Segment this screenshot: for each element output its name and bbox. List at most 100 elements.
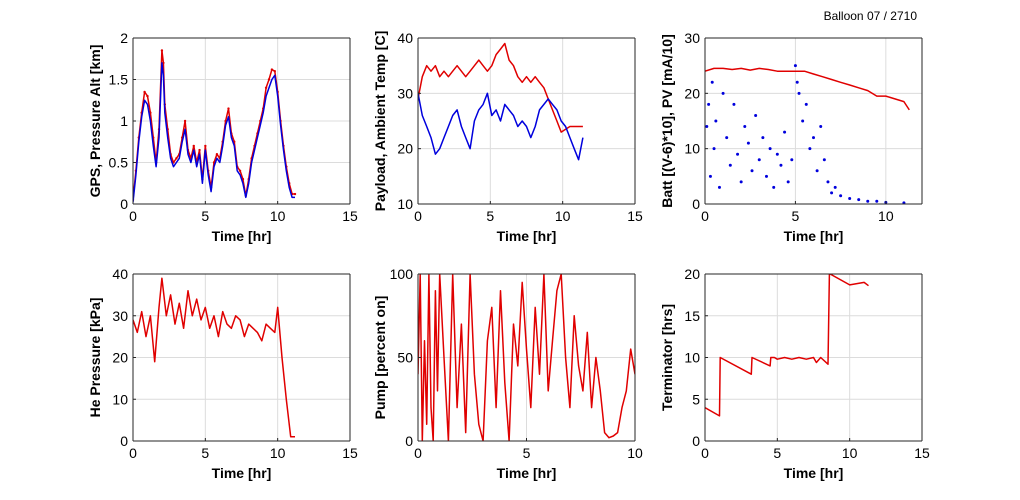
x-tick-label: 0	[701, 208, 709, 224]
y-tick-label: 1.5	[109, 72, 129, 88]
y-axis-label: Pump [percent on]	[372, 296, 388, 420]
y-tick-label: 10	[684, 350, 700, 366]
x-tick-label: 5	[792, 208, 800, 224]
x-tick-label: 15	[342, 208, 358, 224]
data-point	[264, 86, 268, 90]
data-point	[793, 64, 797, 68]
y-tick-label: 20	[112, 350, 128, 366]
y-tick-label: 15	[684, 308, 700, 324]
x-tick-label: 15	[914, 445, 930, 461]
x-axis-label: Time [hr]	[212, 228, 272, 244]
data-point	[786, 180, 790, 184]
y-axis-label: He Pressure [kPa]	[87, 298, 103, 418]
data-point	[712, 147, 716, 151]
x-tick-label: 5	[201, 208, 209, 224]
x-tick-label: 10	[878, 208, 894, 224]
y-tick-label: 40	[112, 266, 128, 282]
data-point	[761, 136, 765, 140]
y-tick-label: 10	[397, 196, 413, 212]
data-point	[764, 174, 768, 178]
data-point	[795, 80, 799, 84]
data-point	[797, 91, 801, 95]
y-tick-label: 20	[684, 85, 700, 101]
data-point	[812, 136, 815, 140]
data-point	[204, 144, 207, 148]
y-tick-label: 0	[692, 433, 700, 449]
data-point	[757, 158, 761, 162]
series-line-1	[133, 277, 295, 438]
data-layer	[418, 42, 584, 161]
y-tick-label: 30	[684, 30, 700, 46]
data-point	[790, 158, 794, 162]
data-point	[270, 68, 274, 71]
data-point	[875, 199, 879, 203]
chart-panel-3: 0 5 10 0 10 20 30 Time [hr] Batt [(V-6)*10], PV …	[659, 30, 923, 244]
y-tick-label: 20	[684, 266, 700, 282]
data-point	[857, 198, 861, 202]
data-point	[775, 152, 779, 156]
data-point	[162, 61, 165, 65]
x-axis-label: Time [hr]	[784, 228, 844, 244]
chart-panel-6: 0 5 10 15 0 5 10 15 20 Time [hr] Terminator [hrs]	[659, 266, 930, 481]
data-point	[732, 102, 736, 106]
data-point	[739, 180, 743, 184]
data-point	[721, 91, 725, 95]
x-tick-label: 10	[270, 208, 286, 224]
data-point	[705, 125, 709, 129]
data-point	[819, 125, 823, 129]
series-line-1	[705, 67, 910, 111]
data-point	[848, 196, 852, 200]
x-tick-label: 0	[701, 445, 709, 461]
plot-area	[418, 38, 635, 204]
data-point	[808, 147, 812, 151]
x-axis-label: Time [hr]	[784, 465, 844, 481]
data-point	[902, 201, 906, 204]
data-point	[717, 185, 721, 189]
x-axis-label: Time [hr]	[497, 228, 557, 244]
y-tick-label: 0.5	[109, 155, 129, 171]
x-axis-label: Time [hr]	[497, 465, 557, 481]
data-point	[804, 102, 808, 106]
x-tick-label: 10	[842, 445, 858, 461]
data-point	[710, 80, 714, 84]
y-axis-label: Batt [(V-6)*10], PV [mA/10]	[659, 34, 675, 207]
x-tick-label: 10	[270, 445, 286, 461]
data-point	[175, 157, 178, 160]
y-tick-label: 40	[397, 30, 413, 46]
data-point	[779, 163, 783, 167]
data-point	[198, 148, 201, 152]
data-point	[750, 169, 754, 173]
y-tick-label: 1	[120, 113, 128, 129]
data-point	[267, 78, 271, 81]
data-layer	[133, 277, 295, 438]
series-line-2	[418, 92, 584, 161]
data-layer	[418, 274, 635, 441]
y-tick-label: 0	[405, 433, 413, 449]
y-tick-label: 0	[120, 196, 128, 212]
data-point	[146, 94, 149, 98]
data-point	[238, 169, 242, 172]
x-tick-label: 0	[129, 208, 137, 224]
series-line-1	[418, 42, 583, 133]
data-point	[830, 191, 834, 195]
data-point	[746, 141, 750, 145]
y-axis-label: Terminator [hrs]	[659, 304, 675, 411]
y-tick-label: 2	[120, 30, 128, 46]
data-layer	[705, 64, 910, 204]
data-point	[754, 113, 758, 117]
y-tick-label: 10	[112, 391, 128, 407]
data-point	[866, 199, 870, 203]
data-point	[833, 185, 837, 189]
data-point	[714, 119, 718, 123]
data-point	[707, 102, 711, 106]
data-point	[826, 180, 830, 184]
data-point	[215, 153, 219, 156]
data-point	[183, 119, 187, 123]
data-point	[768, 147, 772, 151]
data-point	[743, 125, 747, 129]
chart-panel-4: 0 5 10 15 0 10 20 30 40 Time [hr] He Pressure [kPa…	[87, 266, 358, 481]
x-tick-label: 5	[486, 208, 494, 224]
plot-area	[705, 38, 922, 204]
